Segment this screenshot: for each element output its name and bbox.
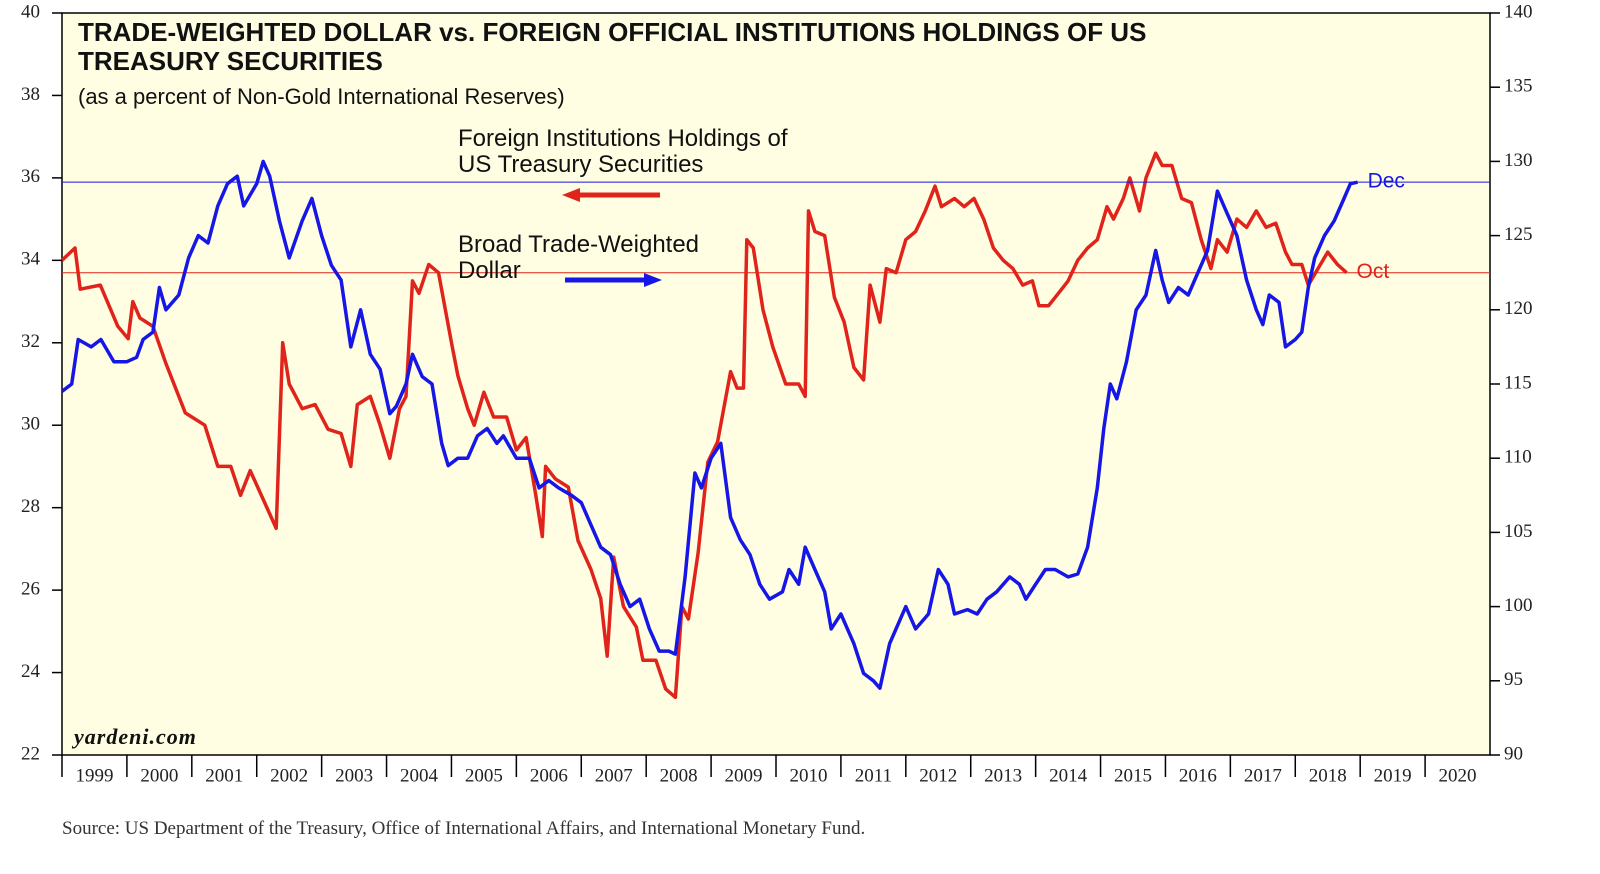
series-line bbox=[60, 151, 1348, 700]
x-tick-label: 2003 bbox=[335, 765, 373, 786]
x-tick-label: 2018 bbox=[1309, 765, 1347, 786]
y-tick-label: 30 bbox=[21, 414, 40, 435]
y2-tick-label: 140 bbox=[1504, 1, 1533, 22]
series-label: Foreign Institutions Holdings of US Trea… bbox=[458, 125, 788, 178]
left-arrow-head bbox=[562, 188, 580, 202]
x-tick-label: 2014 bbox=[1049, 765, 1088, 786]
y-tick-label: 36 bbox=[21, 166, 40, 187]
x-tick-label: 2013 bbox=[984, 765, 1022, 786]
x-tick-label: 2012 bbox=[919, 765, 957, 786]
x-tick-label: 2019 bbox=[1374, 765, 1412, 786]
y-tick-label: 26 bbox=[21, 578, 40, 599]
y2-tick-label: 90 bbox=[1504, 743, 1523, 764]
x-tick-label: 2017 bbox=[1244, 765, 1282, 786]
x-tick-label: 2020 bbox=[1439, 765, 1477, 786]
y2-tick-label: 120 bbox=[1504, 298, 1533, 319]
y2-tick-label: 95 bbox=[1504, 669, 1523, 690]
source-note: Source: US Department of the Treasury, O… bbox=[62, 818, 866, 839]
right-arrow-head bbox=[644, 273, 662, 287]
arrows bbox=[562, 188, 662, 287]
y-tick-label: 22 bbox=[21, 743, 40, 764]
x-tick-label: 2009 bbox=[725, 765, 763, 786]
y2-tick-label: 130 bbox=[1504, 150, 1533, 171]
x-tick-label: 2010 bbox=[789, 765, 827, 786]
watermark: yardeni.com bbox=[74, 724, 197, 749]
y2-tick-label: 125 bbox=[1504, 224, 1533, 245]
y2-tick-label: 135 bbox=[1504, 76, 1533, 97]
y-tick-label: 24 bbox=[21, 661, 41, 682]
y2-tick-label: 115 bbox=[1504, 372, 1532, 393]
x-tick-label: 2002 bbox=[270, 765, 308, 786]
y-tick-label: 28 bbox=[21, 496, 40, 517]
x-tick-label: 2004 bbox=[400, 765, 439, 786]
y-tick-label: 38 bbox=[21, 84, 40, 105]
x-tick-label: 2015 bbox=[1114, 765, 1152, 786]
x-tick-label: 2011 bbox=[855, 765, 892, 786]
end-label: Oct bbox=[1357, 260, 1390, 283]
x-tick-label: 2001 bbox=[205, 765, 243, 786]
plot-area bbox=[61, 12, 1491, 756]
chart-subtitle: (as a percent of Non-Gold International … bbox=[78, 84, 565, 109]
series-layer: Oct Dec bbox=[60, 151, 1490, 700]
y2-tick-label: 100 bbox=[1504, 595, 1533, 616]
x-tick-label: 2007 bbox=[595, 765, 633, 786]
y2-tick-label: 110 bbox=[1504, 447, 1532, 468]
x-tick-label: 2005 bbox=[465, 765, 503, 786]
chart-title: TRADE-WEIGHTED DOLLAR vs. FOREIGN OFFICI… bbox=[78, 17, 1147, 76]
x-tick-label: 1999 bbox=[75, 765, 113, 786]
x-tick-label: 2000 bbox=[140, 765, 178, 786]
y-tick-label: 40 bbox=[21, 1, 40, 22]
series-line bbox=[60, 159, 1358, 690]
end-label: Dec bbox=[1368, 170, 1405, 193]
y2-tick-label: 105 bbox=[1504, 521, 1533, 542]
x-tick-label: 2008 bbox=[660, 765, 698, 786]
x-tick-label: 2016 bbox=[1179, 765, 1217, 786]
series-label: Broad Trade-Weighted Dollar bbox=[458, 231, 700, 284]
x-tick-label: 2006 bbox=[530, 765, 568, 786]
y-tick-label: 32 bbox=[21, 331, 40, 352]
y-tick-label: 34 bbox=[21, 249, 41, 270]
